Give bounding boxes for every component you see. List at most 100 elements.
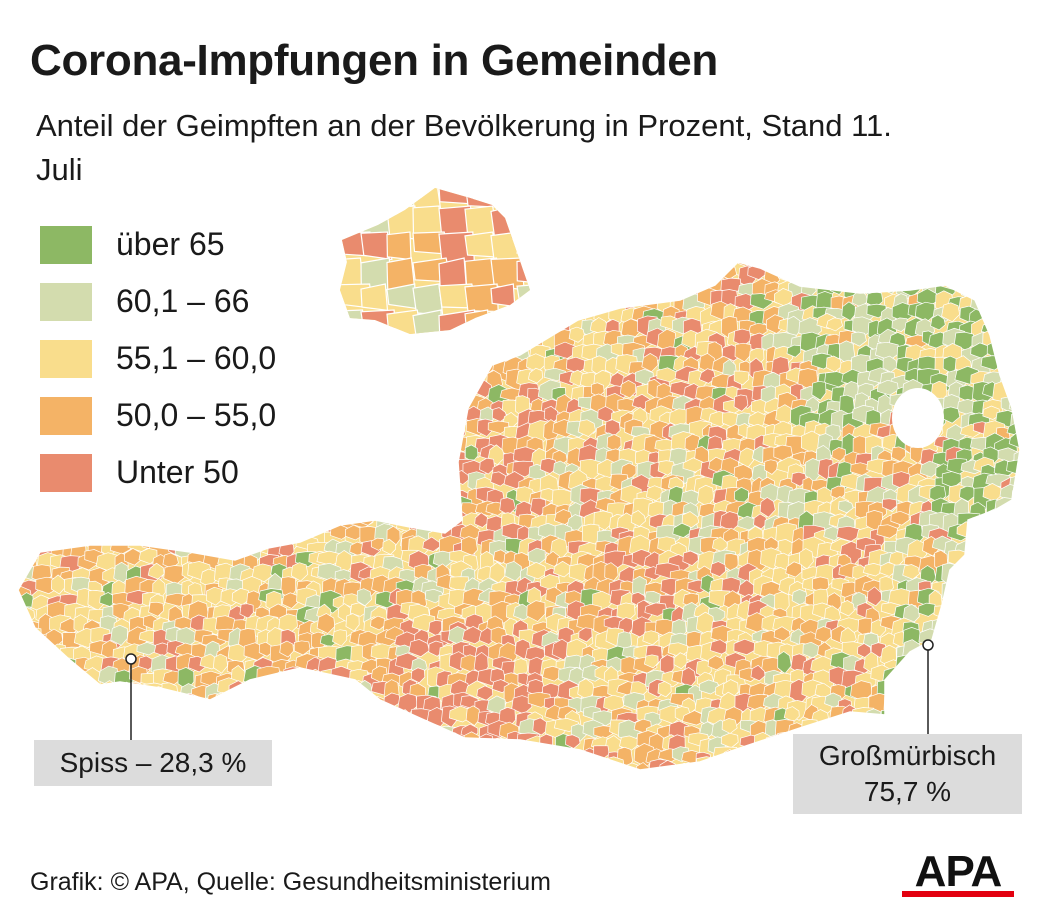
municipality-cell: [291, 707, 309, 721]
municipality-cell: [229, 262, 247, 277]
district-cell: [335, 336, 369, 363]
municipality-cell: [585, 289, 602, 306]
municipality-cell: [177, 385, 201, 404]
municipality-cell: [644, 269, 661, 286]
municipality-cell: [266, 331, 282, 353]
spiss-label: Spiss – 28,3 %: [34, 740, 272, 786]
municipality-cell: [51, 433, 72, 455]
municipality-cell: [134, 489, 161, 513]
municipality-cell: [100, 420, 116, 437]
district-cell: [340, 257, 365, 289]
municipality-cell: [194, 368, 219, 393]
municipality-cell: [984, 707, 1006, 732]
municipality-cell: [227, 718, 249, 737]
municipality-cell: [371, 431, 391, 454]
municipality-cell: [32, 410, 50, 430]
municipality-cell: [1012, 670, 1020, 694]
municipality-cell: [161, 515, 186, 535]
municipality-cell: [356, 410, 374, 426]
municipality-cell: [570, 262, 592, 267]
legend-item: 55,1 – 60,0: [40, 340, 340, 380]
municipality-cell: [59, 668, 77, 688]
municipality-cell: [214, 282, 237, 299]
municipality-cell: [438, 342, 458, 358]
municipality-cell: [971, 691, 986, 711]
municipality-cell: [181, 408, 197, 431]
municipality-cell: [70, 694, 96, 714]
municipality-cell: [307, 393, 323, 413]
municipality-cell: [35, 526, 53, 546]
municipality-cell: [333, 380, 358, 403]
municipality-cell: [111, 380, 129, 405]
municipality-cell: [454, 340, 471, 361]
district-cell: [516, 188, 530, 212]
municipality-cell: [424, 344, 448, 359]
municipality-cell: [1011, 576, 1020, 595]
municipality-cell: [530, 749, 554, 770]
municipality-cell: [215, 292, 238, 312]
municipality-cell: [349, 438, 371, 455]
municipality-cell: [83, 667, 101, 693]
municipality-cell: [218, 266, 240, 283]
municipality-cell: [278, 613, 298, 634]
municipality-cell: [537, 277, 554, 294]
municipality-cell: [113, 289, 134, 312]
municipality-cell: [281, 356, 298, 378]
municipality-cell: [995, 707, 1014, 730]
municipality-cell: [396, 496, 414, 519]
municipality-cell: [153, 418, 178, 444]
municipality-cell: [19, 280, 44, 300]
municipality-cell: [1024, 629, 1041, 649]
municipality-cell: [19, 643, 42, 659]
municipality-cell: [969, 525, 993, 543]
municipality-cell: [168, 294, 186, 314]
municipality-cell: [229, 458, 248, 474]
municipality-cell: [317, 276, 343, 302]
municipality-cell: [141, 450, 160, 468]
municipality-cell: [192, 405, 212, 420]
municipality-cell: [1025, 672, 1040, 691]
municipality-cell: [759, 497, 776, 518]
municipality-cell: [577, 419, 596, 438]
municipality-cell: [50, 514, 74, 530]
legend-swatch: [40, 226, 92, 264]
municipality-cell: [918, 685, 940, 706]
municipality-cell: [72, 290, 88, 309]
vienna-hole: [892, 388, 944, 448]
municipality-cell: [18, 630, 29, 651]
municipality-cell: [294, 341, 320, 358]
footer-source: Grafik: © APA, Quelle: Gesundheitsminist…: [30, 868, 551, 896]
municipality-cell: [310, 410, 332, 431]
municipality-cell: [347, 399, 366, 419]
municipality-cell: [180, 262, 204, 271]
municipality-cell: [296, 421, 320, 446]
municipality-cell: [335, 460, 356, 482]
municipality-cell: [649, 282, 672, 300]
municipality-cell: [475, 334, 491, 353]
municipality-cell: [487, 737, 512, 759]
municipality-cell: [356, 588, 372, 607]
municipality-cell: [657, 681, 672, 698]
municipality-cell: [317, 384, 340, 406]
municipality-cell: [284, 500, 307, 515]
municipality-cell: [403, 343, 421, 369]
municipality-cell: [1011, 488, 1020, 508]
municipality-cell: [453, 368, 469, 383]
municipality-cell: [409, 472, 424, 488]
municipality-cell: [492, 315, 508, 333]
municipality-cell: [18, 500, 25, 525]
municipality-cell: [658, 282, 680, 303]
municipality-cell: [20, 267, 44, 283]
municipality-cell: [150, 262, 170, 285]
municipality-cell: [267, 425, 293, 443]
municipality-cell: [18, 745, 26, 770]
municipality-cell: [179, 419, 201, 438]
municipality-cell: [44, 497, 59, 516]
municipality-cell: [592, 277, 611, 292]
municipality-cell: [929, 670, 947, 694]
municipality-cell: [332, 347, 356, 366]
municipality-cell: [1021, 588, 1041, 611]
municipality-cell: [438, 409, 457, 432]
municipality-cell: [959, 592, 984, 608]
municipality-cell: [890, 446, 906, 463]
